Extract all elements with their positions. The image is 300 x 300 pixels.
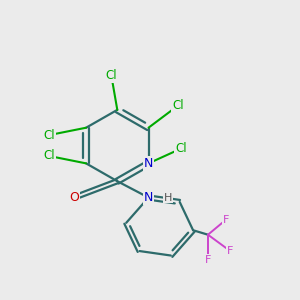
Text: N: N <box>144 157 153 170</box>
Text: F: F <box>223 215 229 225</box>
Text: Cl: Cl <box>43 149 55 162</box>
Text: F: F <box>227 246 233 256</box>
Text: Cl: Cl <box>176 142 187 155</box>
Text: Cl: Cl <box>106 69 117 82</box>
Text: Cl: Cl <box>43 129 55 142</box>
Text: H: H <box>164 193 172 202</box>
Text: F: F <box>205 255 211 265</box>
Text: O: O <box>69 191 79 204</box>
Text: N: N <box>144 191 153 204</box>
Text: Cl: Cl <box>172 99 184 112</box>
